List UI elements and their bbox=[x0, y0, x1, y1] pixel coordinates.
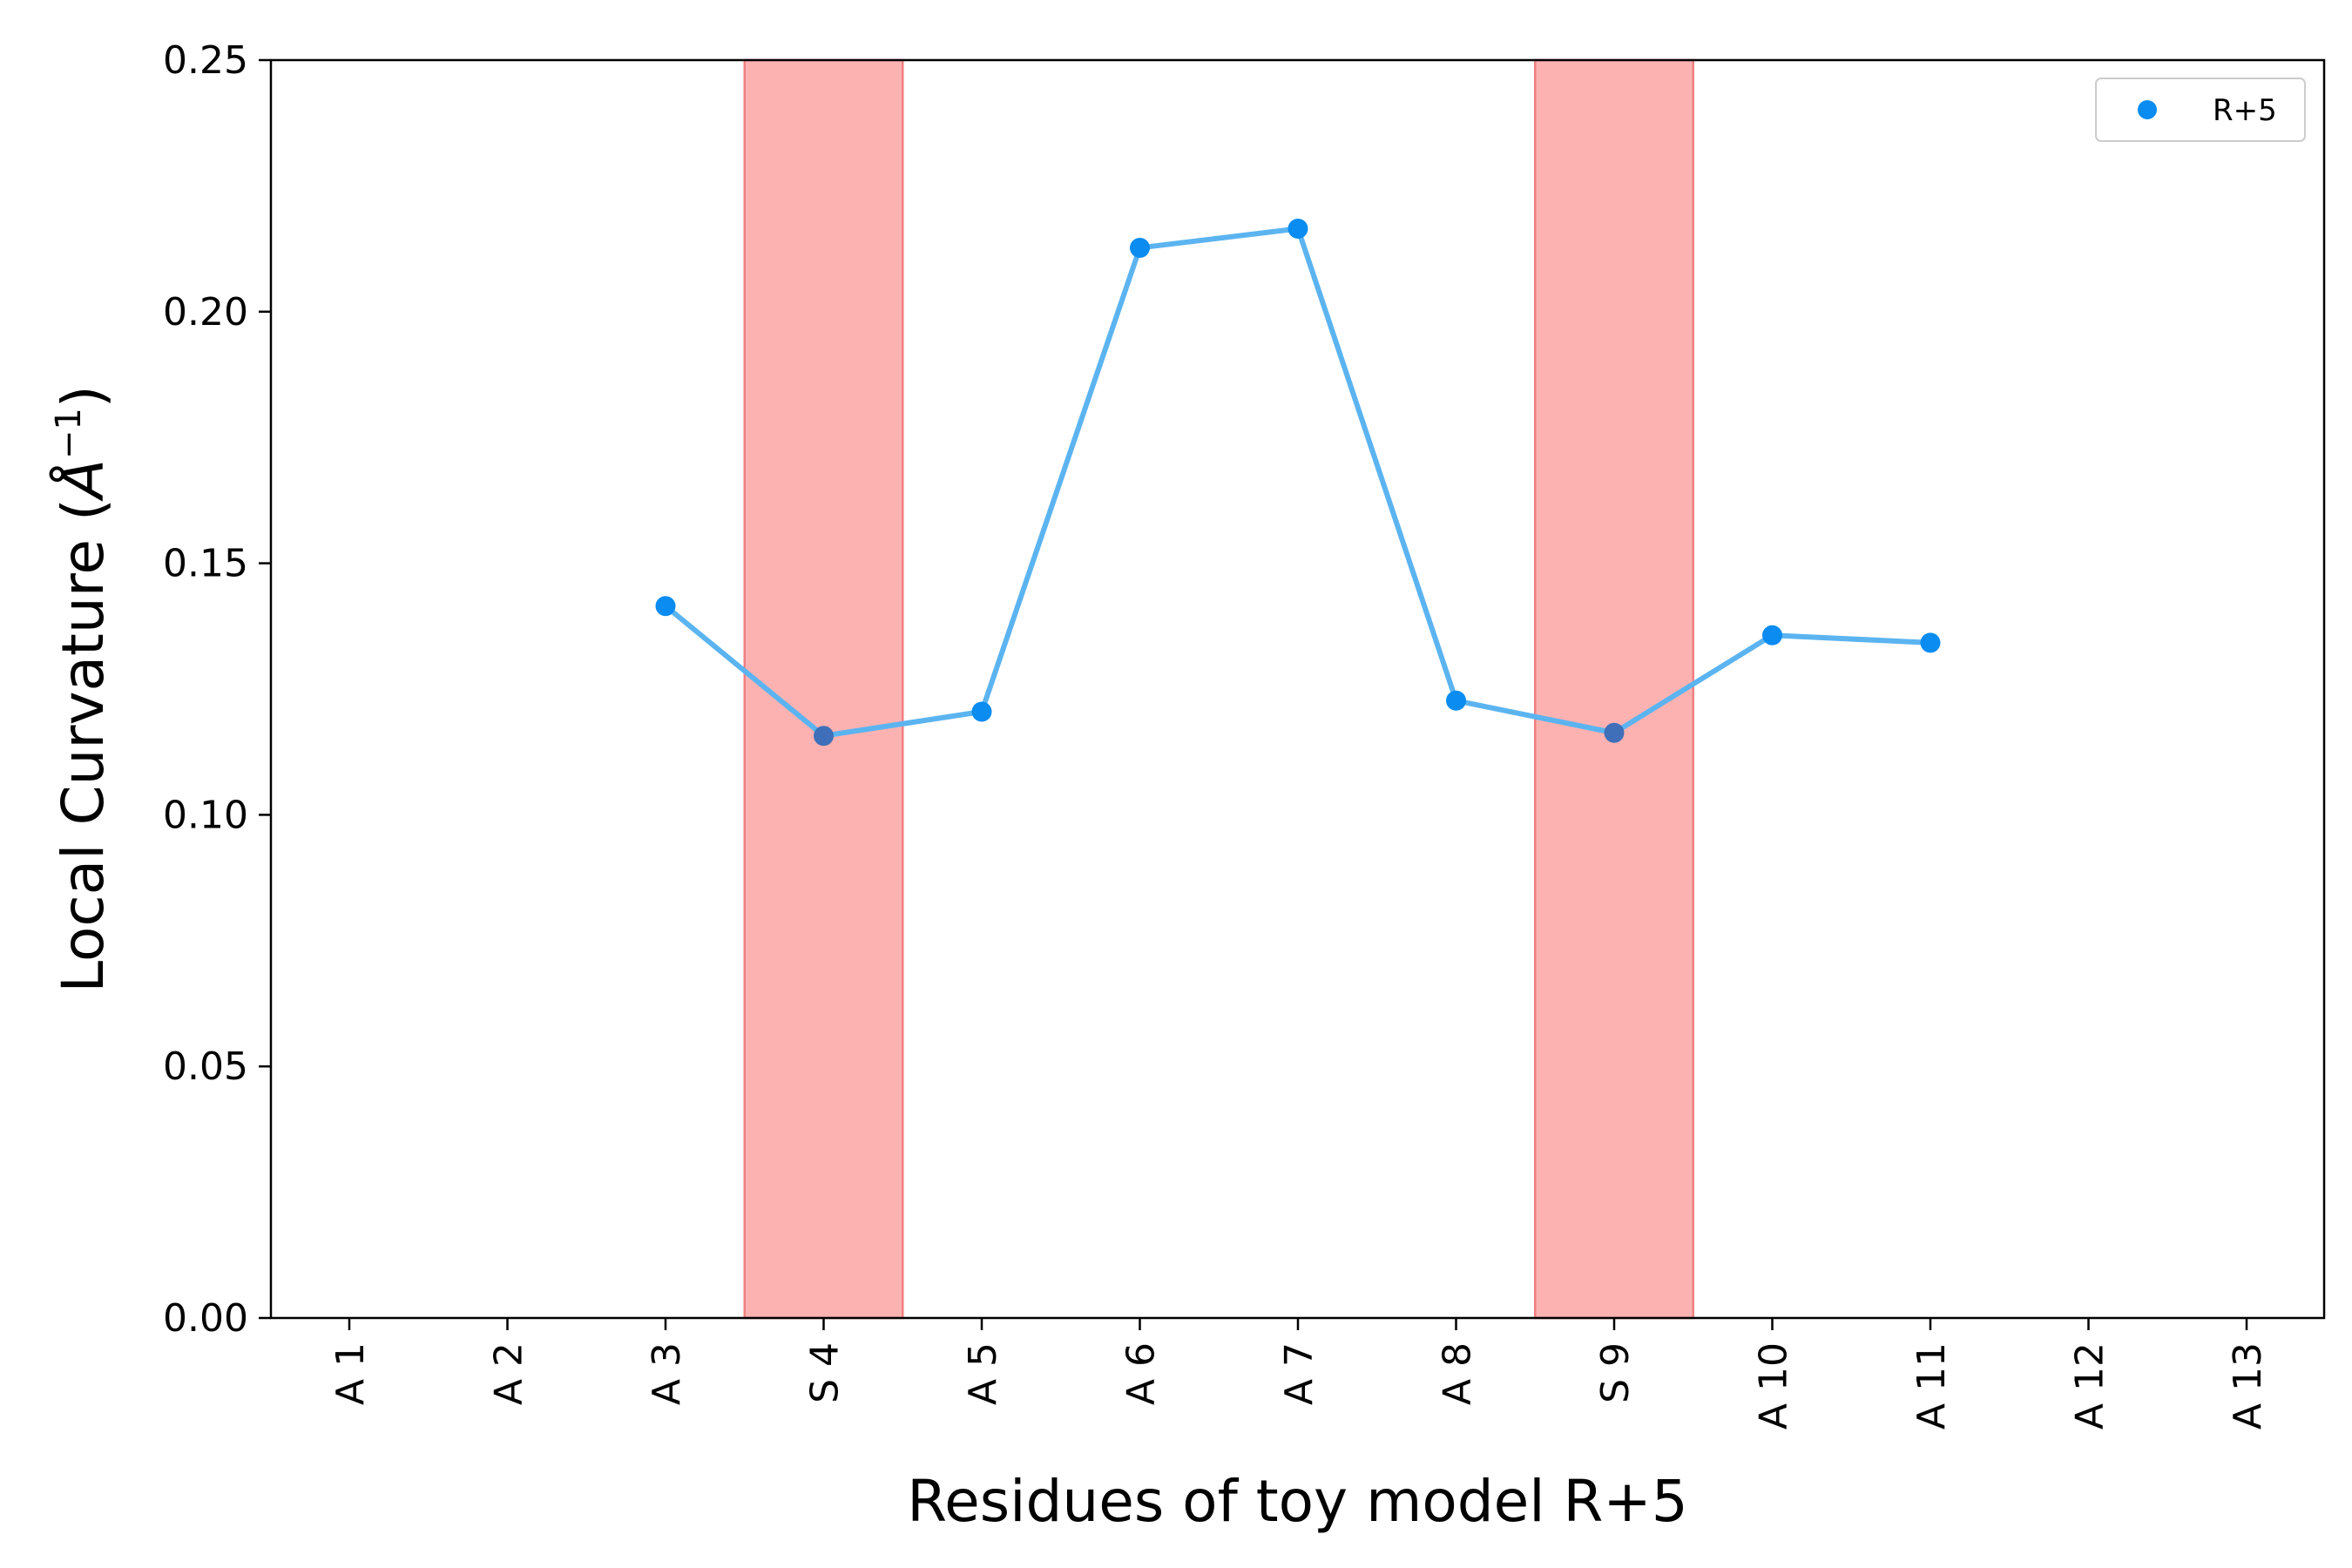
x-tick-label: A 8 bbox=[1436, 1342, 1480, 1405]
legend: R+5 bbox=[2095, 78, 2306, 142]
data-point bbox=[1920, 632, 1941, 653]
x-tick-label: A 7 bbox=[1277, 1342, 1321, 1405]
y-axis-title: Local Curvature (Å−1) bbox=[49, 385, 117, 992]
data-point bbox=[814, 726, 834, 747]
x-tick-label: A 2 bbox=[487, 1342, 531, 1405]
x-tick-label: A 6 bbox=[1119, 1342, 1164, 1405]
data-point bbox=[1288, 218, 1308, 239]
series-layer bbox=[655, 218, 1941, 747]
y-axis-title-exponent: −1 bbox=[49, 408, 89, 459]
data-point bbox=[1604, 722, 1625, 743]
x-tick-label: A 13 bbox=[2226, 1342, 2270, 1429]
highlight-band bbox=[743, 58, 904, 1320]
y-tick-label: 0.25 bbox=[163, 38, 248, 83]
x-tick-label: A 1 bbox=[328, 1342, 373, 1405]
highlight-band bbox=[1534, 58, 1694, 1320]
y-tick-label: 0.00 bbox=[163, 1296, 248, 1341]
y-tick-label: 0.10 bbox=[163, 793, 248, 837]
y-tick-label: 0.20 bbox=[163, 290, 248, 335]
data-point bbox=[1130, 237, 1150, 258]
y-axis-title-close: ) bbox=[50, 385, 117, 408]
x-axis: A 1 A 2 A 3 S 4 A 5 A 6 A 7 A 8 S 9 A 10 A 11 A 12 A… bbox=[328, 1318, 2270, 1429]
legend-marker bbox=[2138, 100, 2157, 119]
y-axis: 0.00 0.05 0.10 0.15 0.20 0.25 bbox=[163, 38, 271, 1341]
y-axis-title-main: Local Curvature ( bbox=[50, 498, 117, 992]
x-axis-title: Residues of toy model R+5 bbox=[907, 1468, 1687, 1535]
data-point bbox=[1446, 690, 1466, 711]
legend-box bbox=[2095, 78, 2306, 142]
highlight-bands bbox=[743, 58, 1694, 1320]
x-tick-label: A 10 bbox=[1752, 1342, 1796, 1429]
x-tick-label: S 4 bbox=[803, 1342, 848, 1403]
y-axis-title-unit: Å bbox=[50, 459, 117, 502]
y-tick-label: 0.15 bbox=[163, 542, 248, 586]
x-tick-label: A 11 bbox=[1909, 1342, 1954, 1429]
legend-label: R+5 bbox=[2213, 93, 2277, 128]
data-point bbox=[655, 596, 676, 617]
y-tick-label: 0.05 bbox=[163, 1044, 248, 1089]
x-tick-label: A 5 bbox=[961, 1342, 1005, 1405]
x-tick-label: A 3 bbox=[645, 1342, 689, 1405]
x-tick-label: A 12 bbox=[2068, 1342, 2112, 1429]
x-tick-label: S 9 bbox=[1593, 1342, 1638, 1403]
data-point bbox=[1762, 625, 1782, 645]
data-point bbox=[971, 701, 992, 722]
